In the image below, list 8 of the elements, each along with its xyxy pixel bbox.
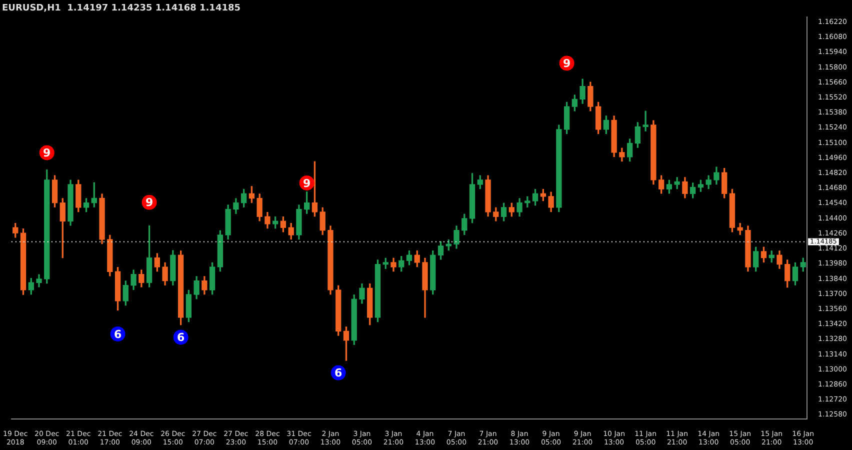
text: 9 <box>562 57 571 70</box>
chart-title: EURUSD,H1 1.14197 1.14235 1.14168 1.14185 <box>2 4 240 14</box>
text: 9 <box>43 146 51 160</box>
series-label: 6 <box>114 328 122 341</box>
text: 6 <box>176 331 185 344</box>
series-label: 9 <box>303 176 311 190</box>
text: 6 <box>334 366 342 380</box>
text: 9 <box>145 196 154 210</box>
